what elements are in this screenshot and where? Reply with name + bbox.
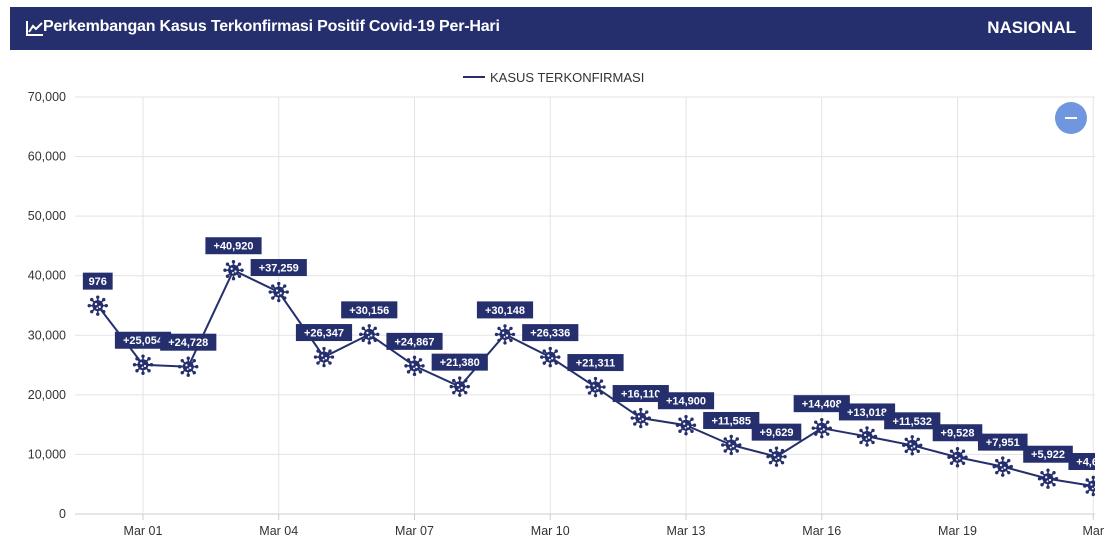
data-point-marker[interactable] (585, 376, 606, 398)
svg-text:+25,054: +25,054 (123, 335, 164, 347)
data-point-marker[interactable] (1037, 468, 1059, 489)
svg-text:+5,922: +5,922 (1031, 449, 1065, 461)
collapse-button[interactable] (1055, 102, 1087, 134)
x-tick-label: Mar (1082, 524, 1104, 538)
svg-text:+9,528: +9,528 (941, 428, 975, 440)
data-point-marker[interactable] (766, 446, 787, 467)
y-tick-label: 40,000 (28, 269, 66, 283)
data-label: +21,380 (431, 353, 488, 371)
svg-text:+11,532: +11,532 (893, 416, 932, 428)
data-point-marker[interactable] (811, 417, 832, 439)
svg-text:+13,018: +13,018 (847, 407, 887, 419)
y-tick-label: 70,000 (28, 90, 66, 104)
data-label: +21,311 (567, 354, 624, 372)
svg-text:+26,336: +26,336 (530, 328, 570, 340)
data-point-marker[interactable] (404, 355, 425, 377)
svg-text:+16,110: +16,110 (621, 389, 660, 401)
svg-text:+21,311: +21,311 (576, 358, 615, 370)
data-label: +14,408 (793, 395, 850, 413)
data-point-marker[interactable] (87, 295, 108, 316)
data-label: +24,867 (386, 332, 443, 350)
data-label: +11,585 (703, 411, 760, 429)
x-tick-label: Mar 04 (259, 524, 298, 538)
data-point-marker[interactable] (675, 415, 697, 436)
data-point-marker[interactable] (721, 434, 742, 456)
data-point-marker[interactable] (223, 260, 244, 281)
x-tick-label: Mar 19 (938, 524, 977, 538)
svg-text:+11,585: +11,585 (712, 415, 751, 427)
legend-label: KASUS TERKONFIRMASI (490, 70, 644, 85)
svg-text:+4,699: +4,699 (1076, 457, 1105, 469)
y-tick-label: 50,000 (28, 209, 66, 223)
svg-text:+30,156: +30,156 (349, 305, 389, 317)
data-label: +30,148 (476, 301, 534, 319)
chart-title: Perkembangan Kasus Terkonfirmasi Positif… (43, 18, 500, 35)
data-label: +5,922 (1023, 445, 1073, 463)
svg-text:+14,408: +14,408 (802, 399, 842, 411)
data-label: +26,347 (295, 324, 353, 342)
y-tick-label: 30,000 (28, 328, 66, 342)
data-point-marker[interactable] (992, 456, 1013, 477)
x-tick-label: Mar 10 (531, 524, 570, 538)
y-tick-label: 0 (59, 507, 66, 521)
data-label: +9,528 (932, 424, 983, 442)
line-chart: 0 10,000 20,000 30,000 40,000 50,000 60,000 70,… (28, 70, 1105, 538)
data-label: +7,951 (977, 433, 1028, 451)
data-label: +25,054 (114, 331, 172, 349)
svg-text:+40,920: +40,920 (213, 241, 253, 253)
x-tick-label: Mar 16 (802, 524, 841, 538)
data-point-marker[interactable] (630, 407, 651, 429)
y-tick-label: 60,000 (28, 150, 66, 164)
data-label: +16,110 (612, 385, 669, 403)
data-label: +4,699 (1068, 453, 1105, 471)
chart-header: Perkembangan Kasus Terkonfirmasi Positif… (10, 7, 1092, 50)
x-tick-label: Mar 01 (124, 524, 163, 538)
svg-text:+24,728: +24,728 (168, 337, 208, 349)
x-tick-label: Mar 13 (667, 524, 706, 538)
svg-text:+30,148: +30,148 (485, 305, 525, 317)
svg-text:+21,380: +21,380 (440, 357, 480, 369)
data-label: +13,018 (838, 403, 896, 421)
svg-text:+26,347: +26,347 (304, 328, 344, 340)
data-label: +9,629 (751, 423, 802, 441)
svg-text:+9,629: +9,629 (760, 427, 794, 439)
chart-legend: KASUS TERKONFIRMASI (463, 70, 644, 85)
y-tick-label: 20,000 (28, 388, 66, 402)
data-point-marker[interactable] (494, 324, 516, 345)
data-label: +24,728 (160, 333, 217, 351)
data-point-marker[interactable] (268, 281, 289, 303)
data-point-marker[interactable] (313, 346, 335, 368)
data-point-marker[interactable] (902, 435, 923, 456)
data-label: 976 (82, 272, 113, 290)
data-label: +26,336 (522, 324, 579, 342)
data-label: +30,156 (341, 301, 398, 319)
data-label: +40,920 (205, 237, 262, 255)
line-chart-icon (26, 21, 43, 36)
data-point-marker[interactable] (947, 447, 968, 468)
svg-text:+24,867: +24,867 (394, 336, 434, 348)
data-point-marker[interactable] (1083, 475, 1103, 497)
x-tick-label: Mar 07 (395, 524, 434, 538)
data-point-marker[interactable] (132, 354, 154, 375)
scope-label: NASIONAL (987, 18, 1076, 37)
svg-text:+14,900: +14,900 (666, 396, 706, 408)
data-point-marker[interactable] (359, 324, 380, 345)
data-point-marker[interactable] (449, 376, 470, 397)
y-tick-label: 10,000 (28, 447, 66, 461)
svg-text:+37,259: +37,259 (259, 263, 299, 275)
svg-text:976: 976 (89, 276, 107, 288)
svg-text:+7,951: +7,951 (986, 437, 1020, 449)
minus-icon (1065, 117, 1077, 119)
data-point-marker[interactable] (178, 356, 199, 377)
data-point-marker[interactable] (540, 346, 561, 368)
data-label: +37,259 (250, 259, 307, 277)
data-label: +14,900 (657, 392, 715, 410)
data-point-marker[interactable] (856, 426, 878, 447)
data-label: +11,532 (884, 412, 941, 430)
